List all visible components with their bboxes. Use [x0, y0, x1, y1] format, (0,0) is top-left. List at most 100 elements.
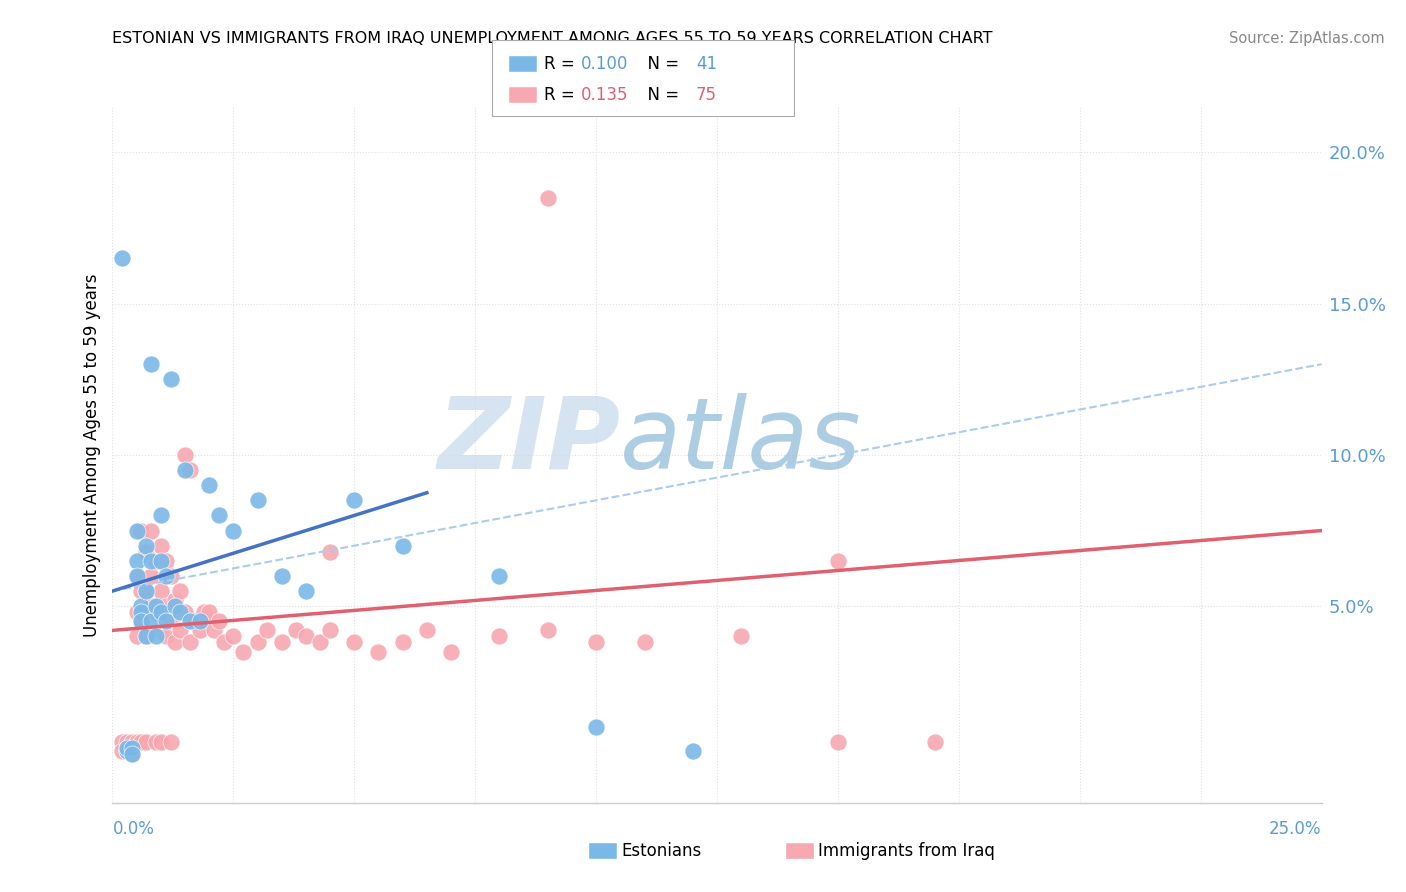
Text: R =: R = — [544, 87, 581, 104]
Point — [115, 744, 138, 758]
Point — [159, 372, 181, 386]
Point — [682, 744, 704, 758]
Point — [174, 605, 197, 619]
Point — [179, 615, 201, 629]
Point — [270, 569, 292, 583]
Point — [135, 539, 157, 553]
Point — [198, 478, 221, 492]
Text: atlas: atlas — [620, 392, 862, 490]
Point — [141, 599, 163, 614]
Point — [149, 508, 172, 523]
Point — [125, 524, 148, 538]
Point — [135, 735, 157, 749]
Point — [319, 545, 342, 559]
Text: N =: N = — [637, 87, 685, 104]
Text: 25.0%: 25.0% — [1270, 820, 1322, 838]
Point — [145, 605, 167, 619]
Text: ESTONIAN VS IMMIGRANTS FROM IRAQ UNEMPLOYMENT AMONG AGES 55 TO 59 YEARS CORRELAT: ESTONIAN VS IMMIGRANTS FROM IRAQ UNEMPLO… — [112, 31, 993, 46]
Point — [193, 605, 215, 619]
Point — [159, 615, 181, 629]
Point — [256, 624, 278, 638]
Point — [141, 554, 163, 568]
Point — [135, 629, 157, 643]
Point — [165, 599, 187, 614]
Point — [319, 624, 342, 638]
Point — [391, 539, 413, 553]
Point — [135, 545, 157, 559]
Point — [115, 735, 138, 749]
Text: 41: 41 — [696, 55, 717, 73]
Point — [343, 493, 366, 508]
Point — [135, 584, 157, 599]
Point — [121, 735, 143, 749]
Point — [141, 569, 163, 583]
Point — [149, 554, 172, 568]
Point — [131, 599, 153, 614]
Point — [730, 629, 752, 643]
Point — [141, 524, 163, 538]
Point — [111, 735, 134, 749]
Text: Immigrants from Iraq: Immigrants from Iraq — [818, 842, 995, 860]
Point — [149, 584, 172, 599]
Point — [145, 735, 167, 749]
Point — [633, 635, 655, 649]
Text: R =: R = — [544, 55, 581, 73]
Point — [188, 615, 211, 629]
Point — [174, 448, 197, 462]
Point — [208, 615, 231, 629]
Point — [165, 635, 187, 649]
Point — [343, 635, 366, 649]
Point — [537, 191, 560, 205]
Point — [367, 644, 389, 658]
Point — [141, 615, 163, 629]
Point — [131, 524, 153, 538]
Point — [212, 635, 235, 649]
Point — [149, 735, 172, 749]
Point — [155, 569, 177, 583]
Text: Source: ZipAtlas.com: Source: ZipAtlas.com — [1229, 31, 1385, 46]
Point — [135, 629, 157, 643]
Point — [246, 635, 269, 649]
Point — [159, 569, 181, 583]
Text: N =: N = — [637, 55, 685, 73]
Point — [131, 584, 153, 599]
Point — [585, 635, 607, 649]
Point — [125, 569, 148, 583]
Point — [125, 629, 148, 643]
Point — [149, 539, 172, 553]
Point — [121, 741, 143, 756]
Point — [145, 599, 167, 614]
Point — [131, 615, 153, 629]
Point — [585, 720, 607, 734]
Text: 0.100: 0.100 — [581, 55, 628, 73]
Point — [115, 741, 138, 756]
Point — [155, 599, 177, 614]
Point — [169, 605, 191, 619]
Point — [183, 615, 205, 629]
Point — [198, 605, 221, 619]
Point — [145, 554, 167, 568]
Point — [232, 644, 254, 658]
Point — [121, 747, 143, 762]
Point — [125, 605, 148, 619]
Point — [155, 615, 177, 629]
Point — [135, 584, 157, 599]
Y-axis label: Unemployment Among Ages 55 to 59 years: Unemployment Among Ages 55 to 59 years — [83, 273, 101, 637]
Point — [125, 569, 148, 583]
Point — [440, 644, 463, 658]
Point — [149, 605, 172, 619]
Point — [125, 735, 148, 749]
Point — [169, 624, 191, 638]
Point — [416, 624, 439, 638]
Point — [309, 635, 332, 649]
Point — [827, 735, 849, 749]
Point — [169, 584, 191, 599]
Point — [295, 584, 318, 599]
Point — [488, 629, 510, 643]
Point — [295, 629, 318, 643]
Point — [155, 629, 177, 643]
Point — [121, 741, 143, 756]
Point — [131, 615, 153, 629]
Point — [115, 744, 138, 758]
Text: 75: 75 — [696, 87, 717, 104]
